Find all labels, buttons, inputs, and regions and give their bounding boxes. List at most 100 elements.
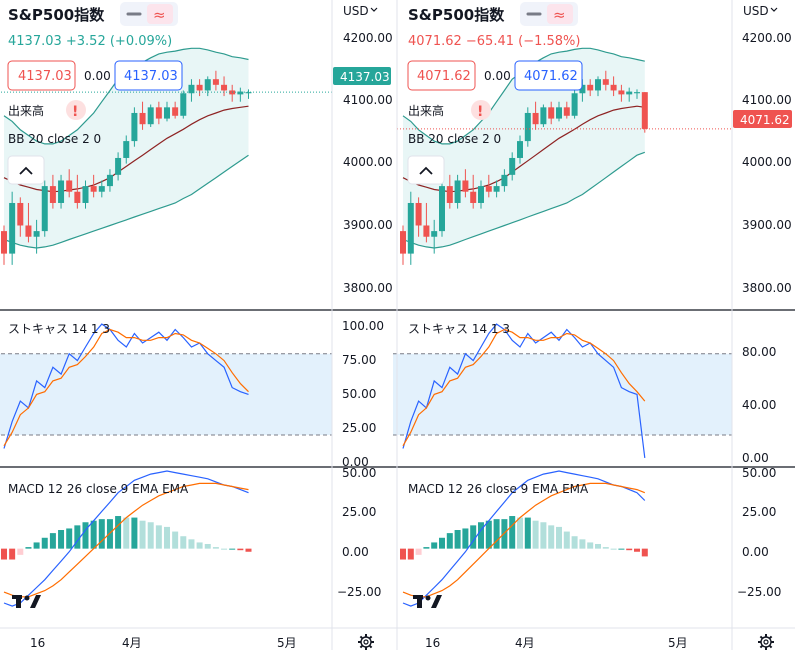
right-price-tick: 4100.00 bbox=[742, 93, 792, 107]
right-chart[interactable] bbox=[393, 47, 732, 607]
right-bb-label[interactable]: BB 20 close 2 0 bbox=[408, 132, 501, 146]
left-style-toggle[interactable]: ≈ bbox=[120, 2, 178, 26]
left-currency-menu[interactable]: USD bbox=[343, 4, 378, 18]
exclamation-icon[interactable]: ! bbox=[471, 100, 491, 120]
candle-body bbox=[524, 112, 531, 142]
right-macd-pane[interactable] bbox=[400, 470, 648, 607]
right-macd-label[interactable]: MACD 12 26 close 9 EMA EMA bbox=[408, 482, 589, 496]
gear-icon[interactable] bbox=[758, 634, 774, 650]
macd-histogram-bar bbox=[164, 526, 170, 549]
candle-body bbox=[431, 231, 438, 237]
candle-body bbox=[196, 84, 203, 91]
right-bid-box[interactable]: 4071.62 bbox=[407, 60, 476, 91]
left-ask-box[interactable]: 4137.03 bbox=[114, 60, 183, 91]
left-stoch-label[interactable]: ストキャス 14 1 3 bbox=[8, 322, 110, 336]
macd-histogram-bar bbox=[618, 548, 625, 550]
macd-histogram-bar bbox=[123, 517, 130, 549]
candle bbox=[237, 87, 244, 102]
exclamation-icon[interactable]: ! bbox=[66, 100, 86, 120]
macd-histogram-bar bbox=[9, 548, 16, 560]
left-macd-histogram bbox=[1, 516, 252, 560]
left-price-pane[interactable] bbox=[0, 47, 332, 265]
candle-body bbox=[33, 231, 40, 237]
left-stoch-tick: 0.00 bbox=[342, 455, 369, 469]
candle bbox=[41, 180, 48, 237]
left-volume-label[interactable]: 出来高 bbox=[8, 103, 44, 118]
candle bbox=[595, 76, 601, 97]
left-time-axis[interactable]: 16 4月 5月 bbox=[30, 636, 297, 650]
candle-body bbox=[501, 174, 508, 187]
candle-body bbox=[400, 231, 406, 254]
candle bbox=[493, 180, 500, 198]
candle-body bbox=[172, 107, 179, 116]
left-bid-box[interactable]: 4137.03 bbox=[7, 60, 76, 91]
gear-icon[interactable] bbox=[358, 634, 374, 650]
left-stoch-pane[interactable] bbox=[0, 323, 332, 449]
macd-histogram-bar bbox=[439, 537, 445, 549]
left-symbol-title[interactable]: S&P500指数 bbox=[8, 6, 105, 24]
wave-icon[interactable]: ≈ bbox=[153, 6, 166, 24]
left-chart[interactable] bbox=[0, 47, 332, 607]
candle bbox=[123, 135, 130, 164]
macd-histogram-bar bbox=[180, 536, 187, 549]
candle bbox=[90, 174, 97, 198]
left-macd-pane[interactable] bbox=[1, 470, 252, 607]
right-currency-menu[interactable]: USD bbox=[743, 4, 778, 18]
candle-body bbox=[41, 186, 48, 232]
candle bbox=[98, 180, 105, 198]
tradingview-logo-icon[interactable] bbox=[413, 595, 442, 608]
candle bbox=[180, 90, 187, 119]
macd-histogram-bar bbox=[41, 537, 48, 549]
right-ask-box[interactable]: 4071.62 bbox=[514, 60, 583, 91]
candle-body bbox=[25, 225, 32, 237]
left-macd-tick: 25.00 bbox=[342, 505, 376, 519]
candle bbox=[82, 180, 89, 209]
svg-text:!: ! bbox=[477, 104, 483, 120]
candle-body bbox=[415, 202, 422, 226]
right-volume-label[interactable]: 出来高 bbox=[408, 103, 444, 118]
candle bbox=[58, 174, 65, 209]
macd-histogram-bar bbox=[540, 522, 547, 549]
left-ask-price: 4137.03 bbox=[124, 69, 178, 84]
macd-histogram-bar bbox=[74, 525, 81, 549]
right-stoch-pane[interactable] bbox=[393, 323, 732, 458]
chevron-up-icon[interactable] bbox=[7, 155, 45, 185]
wave-icon[interactable]: ≈ bbox=[553, 6, 566, 24]
macd-histogram-bar bbox=[517, 517, 523, 549]
macd-histogram-bar bbox=[485, 520, 492, 549]
candle bbox=[540, 104, 547, 128]
macd-histogram-bar bbox=[400, 548, 406, 560]
candle bbox=[509, 152, 516, 181]
tradingview-logo-icon[interactable] bbox=[12, 595, 41, 608]
left-stoch-tick: 50.00 bbox=[342, 387, 376, 401]
left-price-axis[interactable]: USD 4200.00 4100.00 4000.00 3900.00 3800… bbox=[333, 4, 393, 650]
macd-histogram-bar bbox=[493, 519, 500, 549]
candle bbox=[626, 87, 633, 102]
left-bb-label[interactable]: BB 20 close 2 0 bbox=[8, 132, 101, 146]
left-macd-tick: −25.00 bbox=[337, 585, 381, 599]
macd-histogram-bar bbox=[172, 531, 179, 549]
candle bbox=[164, 101, 170, 122]
candle bbox=[517, 135, 523, 164]
macd-histogram-bar bbox=[524, 517, 531, 549]
right-macd-line bbox=[402, 470, 646, 607]
right-symbol-title[interactable]: S&P500指数 bbox=[408, 6, 505, 24]
chevron-up-icon[interactable] bbox=[407, 155, 445, 185]
right-stoch-k-line bbox=[402, 323, 646, 458]
left-macd-label[interactable]: MACD 12 26 close 9 EMA EMA bbox=[8, 482, 189, 496]
candle bbox=[548, 101, 555, 125]
candle bbox=[66, 169, 73, 198]
macd-histogram-bar bbox=[462, 528, 469, 549]
right-stoch-label[interactable]: ストキャス 14 1 3 bbox=[408, 322, 510, 336]
right-style-toggle[interactable]: ≈ bbox=[520, 2, 578, 26]
macd-histogram-bar bbox=[407, 548, 414, 560]
candle-body bbox=[532, 112, 539, 125]
candle bbox=[587, 79, 594, 97]
candle bbox=[423, 202, 430, 243]
candle-body bbox=[245, 92, 252, 94]
candle bbox=[400, 225, 406, 265]
right-price-pane[interactable] bbox=[397, 47, 732, 265]
candle bbox=[610, 76, 617, 97]
right-time-axis[interactable]: 16 4月 5月 bbox=[425, 636, 688, 650]
right-price-axis[interactable]: USD 4200.00 4100.00 4000.00 3900.00 3800… bbox=[733, 4, 792, 650]
